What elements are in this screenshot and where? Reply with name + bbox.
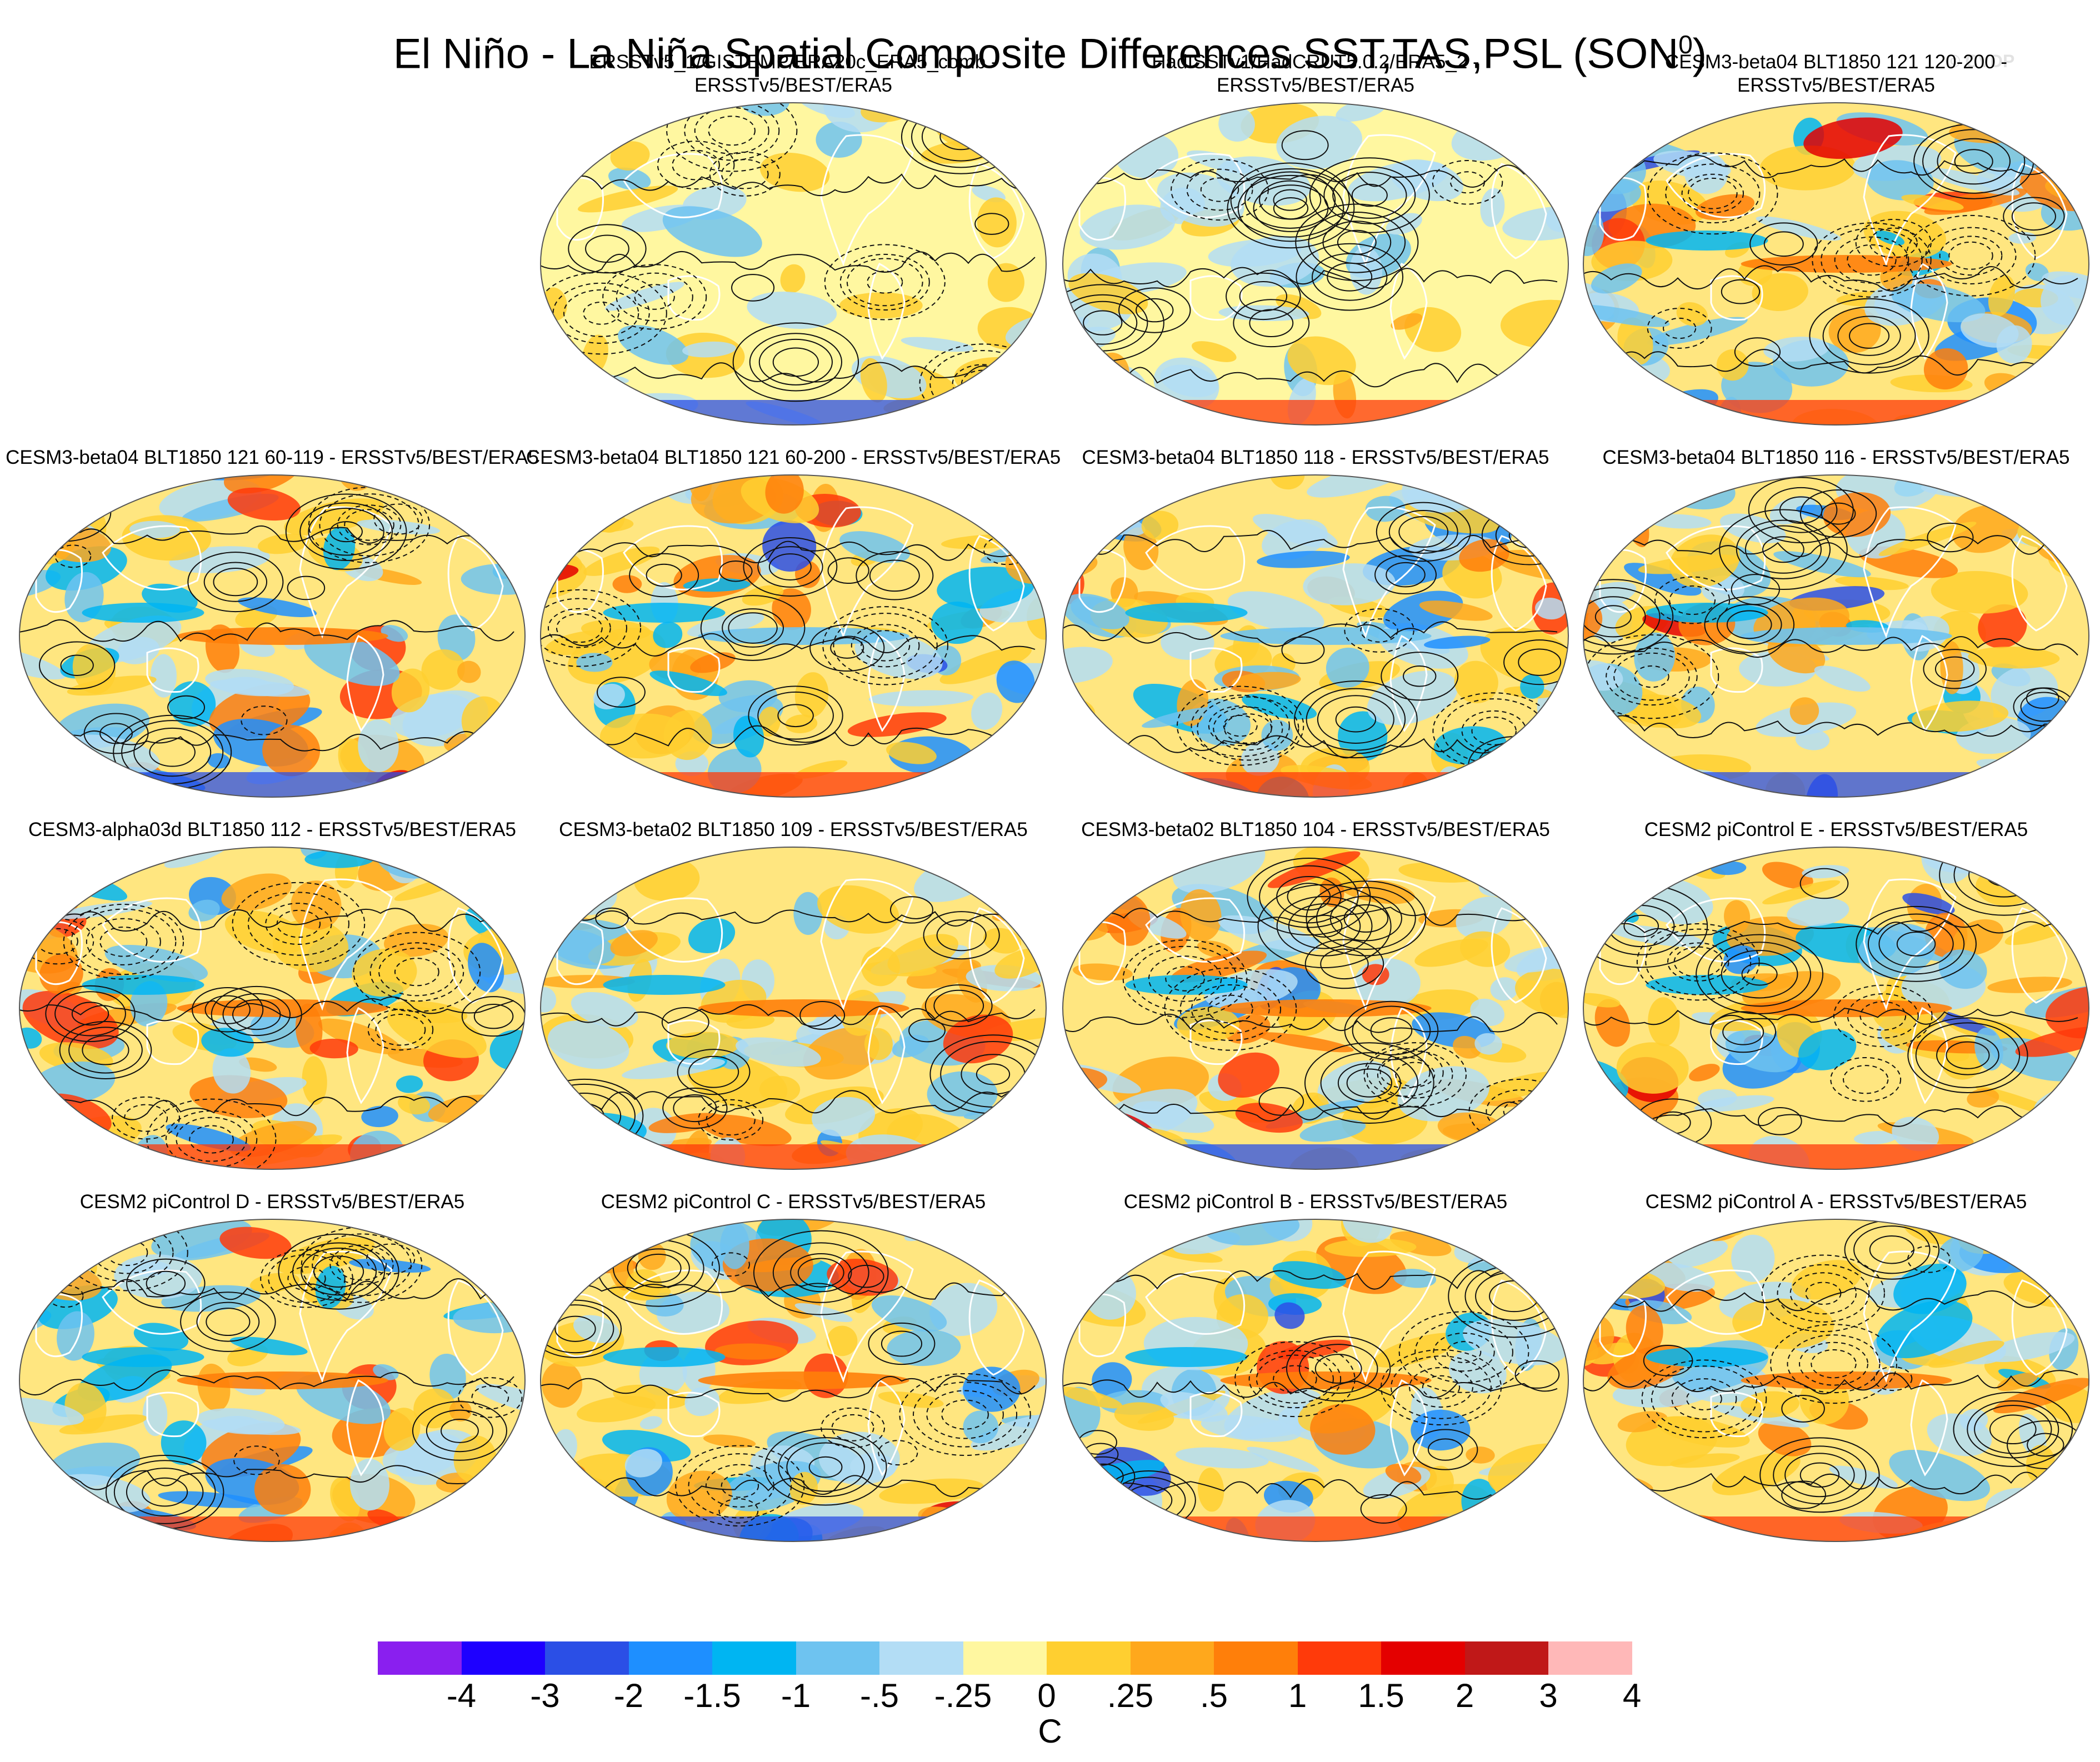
global-map [19,847,526,1170]
panel-title-line1: CESM3-beta04 BLT1850 118 - ERSSTv5/BEST/… [1082,447,1549,468]
panel-title-line1: CESM3-beta02 BLT1850 109 - ERSSTv5/BEST/… [559,819,1028,840]
panel: CESM3-beta04 BLT1850 118 - ERSSTv5/BEST/… [1057,419,1574,803]
panel: CESM2 piControl B - ERSSTv5/BEST/ERA5 [1057,1164,1574,1547]
colorbar-tick-label: 1.5 [1358,1677,1404,1714]
global-map [19,1219,526,1542]
panel-title: CESM2 piControl A - ERSSTv5/BEST/ERA5 [1567,1164,2100,1214]
global-map [19,474,526,798]
colorbar-tick-label: -1.5 [683,1677,741,1714]
colorbar-tick-label: -.25 [934,1677,992,1714]
colorbar-swatch [628,1641,712,1675]
panel-title-line1: CESM2 piControl A - ERSSTv5/BEST/ERA5 [1645,1191,2027,1213]
panel: CESM2 piControl C - ERSSTv5/BEST/ERA5 [535,1164,1052,1547]
colorbar-swatch [1297,1641,1381,1675]
panel: CESM2 piControl E - ERSSTv5/BEST/ERA5 [1578,792,2094,1175]
colorbar-tick-label: .5 [1199,1677,1228,1714]
panel: CESM3-beta02 BLT1850 104 - ERSSTv5/BEST/… [1057,792,1574,1175]
colorbar-tick-labels: -4 -3 -2 -1.5 -1 -.5 -.25 0 .25 .5 1 1.5 2 3 4 [0,1676,2100,1715]
global-map [1062,1219,1569,1542]
panel: CESM3-beta04 BLT1850 121 60-200 - ERSSTv… [526,419,1061,803]
colorbar-tick-label: 2 [1455,1677,1474,1714]
colorbar-tick-label: .25 [1107,1677,1154,1714]
colorbar-swatch [1464,1641,1548,1675]
panel-title-line1: CESM2 piControl C - ERSSTv5/BEST/ERA5 [601,1191,986,1213]
panel: CESM3-beta02 BLT1850 109 - ERSSTv5/BEST/… [535,792,1052,1175]
global-map [540,1219,1047,1542]
panel-title: CESM3-beta02 BLT1850 104 - ERSSTv5/BEST/… [1046,792,1585,842]
panel-title-line1: CESM2 piControl B - ERSSTv5/BEST/ERA5 [1123,1191,1508,1213]
colorbar-swatch [545,1641,629,1675]
colorbar-swatch [1381,1641,1465,1675]
colorbar-swatch [461,1641,545,1675]
colorbar-swatch [378,1641,462,1675]
panel: CESM2 piControl D - ERSSTv5/BEST/ERA5 [14,1164,531,1547]
panel-title-line1: CESM3-beta04 BLT1850 121 60-119 - ERSSTv… [6,447,539,468]
panel-title: ERSSTv5_1/GISTEMP/ERA20c_ERA5_comb - ERSS… [524,47,1063,97]
global-map [1062,847,1569,1170]
panel-title-line1: CESM3-beta02 BLT1850 104 - ERSSTv5/BEST/… [1081,819,1550,840]
panel-title-line1: CESM3-beta04 BLT1850 116 - ERSSTv5/BEST/… [1602,447,2070,468]
colorbar-tick-label: -3 [530,1677,560,1714]
panel-title-line1: ERSSTv5_1/GISTEMP/ERA20c_ERA5_comb - [589,51,998,73]
global-map [1583,847,2089,1170]
colorbar-swatch [1548,1641,1632,1675]
panel: CESM3-alpha03d BLT1850 112 - ERSSTv5/BES… [14,792,531,1175]
colorbar-tick-label: 1 [1288,1677,1307,1714]
colorbar-tick-label: -2 [613,1677,644,1714]
panel-title: CESM2 piControl E - ERSSTv5/BEST/ERA5 [1567,792,2100,842]
colorbar-swatch [963,1641,1047,1675]
figure-title: El Niño - La Niña Spatial Composite Diff… [393,30,1707,78]
panel-title: CESM2 piControl C - ERSSTv5/BEST/ERA5 [524,1164,1063,1214]
global-map [540,474,1047,798]
colorbar [378,1641,1632,1675]
panel-title: CESM3-alpha03d BLT1850 112 - ERSSTv5/BES… [3,792,542,842]
panel-title: CESM3-beta04 BLT1850 121 120-200 - ERSST… [1567,47,2100,97]
panel-title-line2: ERSSTv5/BEST/ERA5 [1217,74,1414,96]
panel-title: CESM3-beta04 BLT1850 121 60-119 - ERSSTv… [3,419,542,469]
colorbar-tick-label: -.5 [859,1677,899,1714]
colorbar-tick-label: -1 [781,1677,811,1714]
colorbar-tick-label: 0 [1037,1677,1056,1714]
colorbar-swatch [796,1641,879,1675]
panel-title: CESM3-beta02 BLT1850 109 - ERSSTv5/BEST/… [524,792,1063,842]
panel: HadISSTv1/HadCRUT5.0.2/ERA5_2 - ERSSTv5/B… [1057,47,1574,431]
panel-title-line1: CESM3-alpha03d BLT1850 112 - ERSSTv5/BES… [28,819,517,840]
colorbar-swatch [1130,1641,1214,1675]
colorbar-tick-label: 3 [1539,1677,1558,1714]
panel-title: CESM2 piControl B - ERSSTv5/BEST/ERA5 [1046,1164,1585,1214]
panel-title-line1: CESM3-beta04 BLT1850 121 120-200 - ERSST… [1664,51,2008,96]
panel-title: CESM3-beta04 BLT1850 116 - ERSSTv5/BEST/… [1567,419,2100,469]
panel: ERSSTv5_1/GISTEMP/ERA20c_ERA5_comb - ERSS… [535,47,1052,431]
colorbar-swatch [712,1641,796,1675]
panel-title-line1: CESM3-beta04 BLT1850 121 60-200 - ERSSTv… [526,447,1061,468]
panel: CESM3-beta04 BLT1850 116 - ERSSTv5/BEST/… [1578,419,2094,803]
panel-title: HadISSTv1/HadCRUT5.0.2/ERA5_2 - ERSSTv5/B… [1046,47,1585,97]
colorbar-swatch [1214,1641,1298,1675]
panel: CESM2 piControl A - ERSSTv5/BEST/ERA5 [1578,1164,2094,1547]
cvdp-credit: © CVDP [1947,51,2015,71]
global-map [1583,1219,2089,1542]
panel-title-line1: HadISSTv1/HadCRUT5.0.2/ERA5_2 - [1152,51,1479,73]
panel-title-line1: CESM2 piControl D - ERSSTv5/BEST/ERA5 [79,1191,465,1213]
global-map [1583,102,2089,426]
global-map [540,102,1047,426]
global-map [1062,474,1569,798]
panel: CESM3-beta04 BLT1850 121 60-119 - ERSSTv… [6,419,539,803]
colorbar-swatch [879,1641,963,1675]
panel-title-line2: ERSSTv5/BEST/ERA5 [694,74,892,96]
colorbar-swatch [1047,1641,1131,1675]
panel-title: CESM3-beta04 BLT1850 121 60-200 - ERSSTv… [524,419,1063,469]
global-map [540,847,1047,1170]
colorbar-tick-label: 4 [1622,1677,1642,1714]
colorbar-tick-label: -4 [446,1677,477,1714]
panel-title: CESM3-beta04 BLT1850 118 - ERSSTv5/BEST/… [1046,419,1585,469]
panel: CESM3-beta04 BLT1850 121 120-200 - ERSST… [1578,47,2094,431]
global-map [1062,102,1569,426]
panel-title: CESM2 piControl D - ERSSTv5/BEST/ERA5 [3,1164,542,1214]
global-map [1583,474,2089,798]
colorbar-units: C [1038,1713,1062,1750]
panel-title-line1: CESM2 piControl E - ERSSTv5/BEST/ERA5 [1644,819,2028,840]
